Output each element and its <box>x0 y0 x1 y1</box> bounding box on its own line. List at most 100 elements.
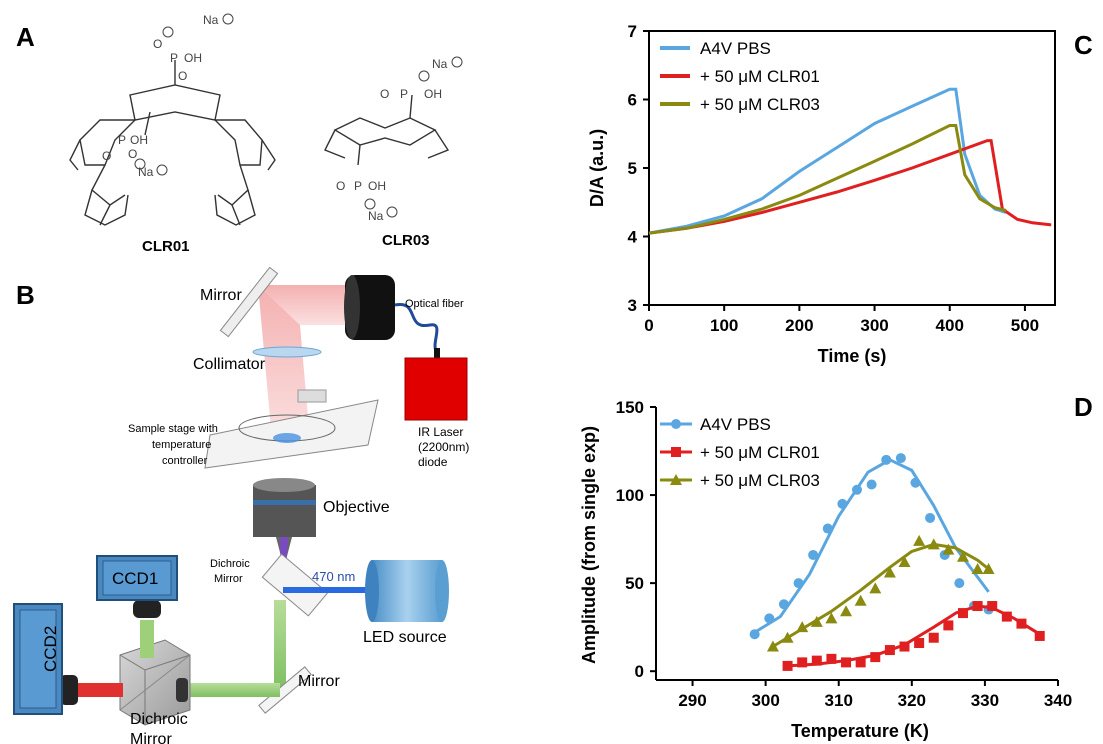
chart-d-point-a4v <box>910 477 921 488</box>
chart-d-ytick-label: 150 <box>616 398 644 417</box>
ir-beam-vertical <box>258 285 310 440</box>
clr03-na2-label: Na <box>368 209 384 223</box>
chart-c-xtick-label: 100 <box>710 316 738 335</box>
label-sample-stage-2: temperature <box>152 439 211 451</box>
chart-c-legend: A4V PBS + 50 μM CLR01 + 50 μM CLR03 <box>660 39 820 114</box>
chart-d-xtick-label: 290 <box>678 691 706 710</box>
ccd1 <box>96 555 178 601</box>
label-dichroic-bottom-1: Dichroic <box>130 711 188 728</box>
chart-d-ylabel: Amplitude (from single exp) <box>579 426 599 664</box>
chart-d-ytick-label: 0 <box>635 662 644 681</box>
clr03-o-label: O <box>380 87 389 101</box>
label-dichroic-top-1: Dichroic <box>210 558 250 570</box>
chart-d-point-a4v <box>852 484 862 495</box>
ir-laser <box>404 357 468 421</box>
chart-c: 0 100 200 300 400 500 3 4 5 6 7 A4V PBS + 50 μM CLR… <box>587 22 1056 366</box>
panel-b: Mirror Optical fiber Collimator Sample s… <box>13 266 469 744</box>
objective <box>253 478 316 560</box>
chart-d-point-a4v <box>881 454 892 465</box>
chart-d-fit-line-0 <box>753 458 990 634</box>
clr03-labels: O P OH Na O P OH Na <box>336 57 448 223</box>
chart-d-legend: A4V PBS + 50 μM CLR01 + 50 μM CLR03 <box>660 415 820 490</box>
chart-d-point-clr03 <box>913 534 926 546</box>
dichroic-mirror-top <box>261 553 329 617</box>
chart-c-xtick-label: 0 <box>644 316 653 335</box>
collimator <box>252 346 322 358</box>
clr03-oh2-label: OH <box>368 179 386 193</box>
label-dichroic-top-2: Mirror <box>214 573 243 585</box>
label-ccd2: CCD2 <box>41 626 60 672</box>
chart-c-ticks: 0 100 200 300 400 500 3 4 5 6 7 <box>628 22 1040 335</box>
chart-c-ytick-label: 6 <box>628 91 637 110</box>
label-objective: Objective <box>323 499 390 516</box>
chart-d-ytick-label: 50 <box>625 574 644 593</box>
chart-d-point-a4v <box>837 498 848 509</box>
ir-beam-horizontal <box>258 285 355 325</box>
bottom-mirror <box>258 666 312 714</box>
chart-c-legend-label: + 50 μM CLR01 <box>700 67 820 86</box>
clr03-charges <box>364 56 463 218</box>
clr01-o2-label: O <box>178 69 187 83</box>
clr01-structure <box>69 60 276 226</box>
chart-d-point-clr01 <box>1034 630 1045 641</box>
clr01-charges <box>134 13 234 176</box>
clr03-structure <box>324 94 450 166</box>
clr01-p-label: P <box>170 51 178 65</box>
panel-letter-c: C <box>1074 30 1093 60</box>
chart-d-point-a4v <box>925 512 936 523</box>
chart-c-ytick-label: 5 <box>628 159 637 178</box>
clr01-ominus-label: O <box>128 147 137 161</box>
ccd1-lens <box>133 600 161 618</box>
chart-d-ytick-label: 100 <box>616 486 644 505</box>
chart-c-xlabel: Time (s) <box>818 346 887 366</box>
clr01-o-label: O <box>153 37 162 51</box>
chart-d-point-clr03 <box>927 538 940 550</box>
clr01-phosphate-bottom: P OH O O Na <box>102 133 154 179</box>
chart-d-point-clr01 <box>957 608 968 619</box>
chart-c-series <box>648 87 1052 235</box>
chart-d-point-clr01 <box>1016 618 1027 629</box>
chart-d-xtick-label: 340 <box>1044 691 1072 710</box>
chart-c-xtick-label: 400 <box>936 316 964 335</box>
chart-d-legend-marker <box>671 447 681 457</box>
chart-d-point-a4v <box>895 453 906 464</box>
beam-to-ccd1 <box>140 620 154 658</box>
clr01-label: CLR01 <box>142 238 190 255</box>
fiber-coupler-face <box>344 275 360 339</box>
chart-c-xtick-label: 300 <box>860 316 888 335</box>
panel-letter-d: D <box>1074 392 1093 422</box>
clr01-p2-label: P <box>118 133 126 147</box>
chart-d-point-clr03 <box>971 563 984 575</box>
chart-d-point-clr03 <box>825 612 838 624</box>
chart-d-point-clr01 <box>826 653 837 664</box>
chart-d-series <box>749 453 1045 671</box>
chart-c-series-line-1 <box>648 139 1052 235</box>
chart-c-legend-label: + 50 μM CLR03 <box>700 95 820 114</box>
label-optical-fiber: Optical fiber <box>405 298 464 310</box>
chart-d-point-a4v <box>954 578 965 589</box>
chart-d-point-clr03 <box>854 594 867 606</box>
chart-d-point-clr03 <box>956 550 969 562</box>
clr01-phosphate-top: O P OH Na O <box>153 13 219 83</box>
chart-d-point-a4v <box>866 479 877 490</box>
chart-d: 290 300 310 320 330 340 0 50 100 150 A4V PBS + 50 … <box>579 398 1072 741</box>
chart-d-legend-marker <box>671 419 681 429</box>
emission-beam-vertical <box>274 600 286 690</box>
clr03-label: CLR03 <box>382 232 430 249</box>
chart-d-point-a4v <box>778 599 789 610</box>
chart-c-ytick-label: 7 <box>628 22 637 41</box>
clr03-oh-label: OH <box>424 87 442 101</box>
chart-d-point-clr03 <box>898 555 911 567</box>
clr01-na1-label: Na <box>203 13 219 27</box>
temperature-sensor <box>297 389 327 403</box>
label-collimator: Collimator <box>193 356 266 373</box>
top-mirror <box>219 266 279 338</box>
cube-port-right <box>176 678 188 702</box>
label-led-source: LED source <box>363 629 447 646</box>
chart-d-point-clr01 <box>1001 611 1012 622</box>
chart-c-ytick-label: 4 <box>628 228 638 247</box>
chart-d-xtick-label: 330 <box>971 691 999 710</box>
clr03-p2-label: P <box>354 179 362 193</box>
chart-d-point-clr03 <box>766 640 779 652</box>
